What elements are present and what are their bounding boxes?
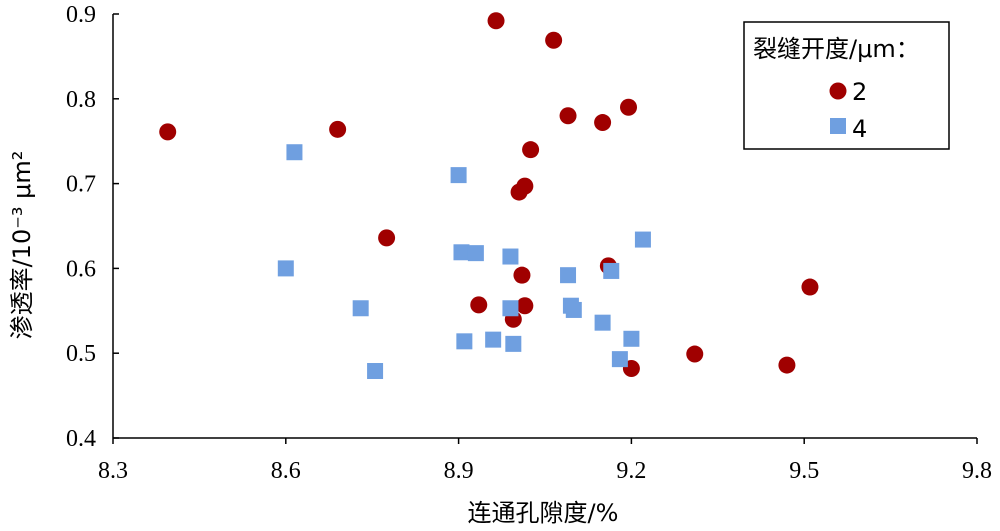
- data-point-square: [611, 351, 628, 368]
- data-point-square: [594, 314, 611, 331]
- series-2: [159, 12, 819, 377]
- y-tick-label: 0.7: [66, 172, 96, 198]
- x-axis-label: 连通孔隙度/%: [468, 499, 619, 527]
- data-point-square: [560, 267, 577, 284]
- data-point-circle: [559, 107, 577, 125]
- data-point-square: [453, 244, 470, 261]
- data-point-square: [450, 167, 467, 184]
- data-point-circle: [516, 297, 534, 315]
- data-point-square: [502, 248, 519, 265]
- data-point-square: [565, 301, 582, 318]
- data-point-square: [286, 144, 303, 161]
- legend-title: 裂缝开度/μm：: [753, 35, 920, 63]
- data-point-square: [467, 245, 484, 262]
- y-tick-label: 0.6: [66, 256, 96, 282]
- data-point-square: [367, 363, 384, 380]
- data-point-circle: [513, 266, 531, 284]
- data-point-circle: [329, 120, 347, 138]
- data-point-square: [505, 335, 522, 352]
- data-point-circle: [620, 98, 638, 116]
- y-axis-label: 渗透率/10⁻³ μm²: [8, 151, 36, 340]
- x-tick-label: 8.6: [271, 458, 301, 484]
- data-points: [159, 12, 819, 380]
- data-point-square: [623, 330, 640, 347]
- x-tick-label: 9.8: [962, 458, 992, 484]
- legend-label-series-1: 2: [852, 78, 867, 106]
- legend: 裂缝开度/μm： 2 4: [743, 21, 950, 150]
- data-point-circle: [470, 296, 488, 314]
- y-tick-label: 0.5: [66, 341, 96, 367]
- x-tick-label: 9.5: [789, 458, 819, 484]
- data-point-square: [634, 231, 651, 248]
- x-tick-label: 8.9: [444, 458, 474, 484]
- data-point-circle: [778, 356, 796, 374]
- legend-marker-square: [830, 118, 846, 134]
- y-tick-label: 0.8: [66, 87, 96, 113]
- data-point-circle: [487, 12, 505, 30]
- data-point-circle: [686, 345, 704, 363]
- y-tick-label: 0.9: [66, 2, 96, 28]
- y-tick-label: 0.4: [66, 426, 96, 452]
- data-point-circle: [594, 114, 612, 132]
- series-4: [277, 144, 651, 380]
- data-point-square: [277, 260, 294, 277]
- data-point-circle: [159, 123, 177, 141]
- data-point-circle: [522, 141, 540, 159]
- legend-box: [743, 21, 950, 150]
- data-point-square: [456, 333, 473, 350]
- data-point-square: [502, 300, 519, 317]
- x-tick-label: 9.2: [616, 458, 646, 484]
- legend-marker-circle: [829, 82, 847, 100]
- axes: 8.3 8.6 8.9 9.2 9.5 9.8 0.4 0.5 0.6 0.7 0.8 0.9: [66, 2, 992, 484]
- data-point-circle: [378, 229, 396, 247]
- x-tick-label: 8.3: [98, 458, 128, 484]
- data-point-square: [352, 300, 369, 317]
- legend-label-series-2: 4: [852, 115, 867, 143]
- data-point-square: [603, 262, 620, 279]
- data-point-circle: [801, 278, 819, 296]
- data-point-circle: [516, 177, 534, 195]
- data-point-square: [485, 331, 502, 348]
- data-point-circle: [545, 31, 563, 49]
